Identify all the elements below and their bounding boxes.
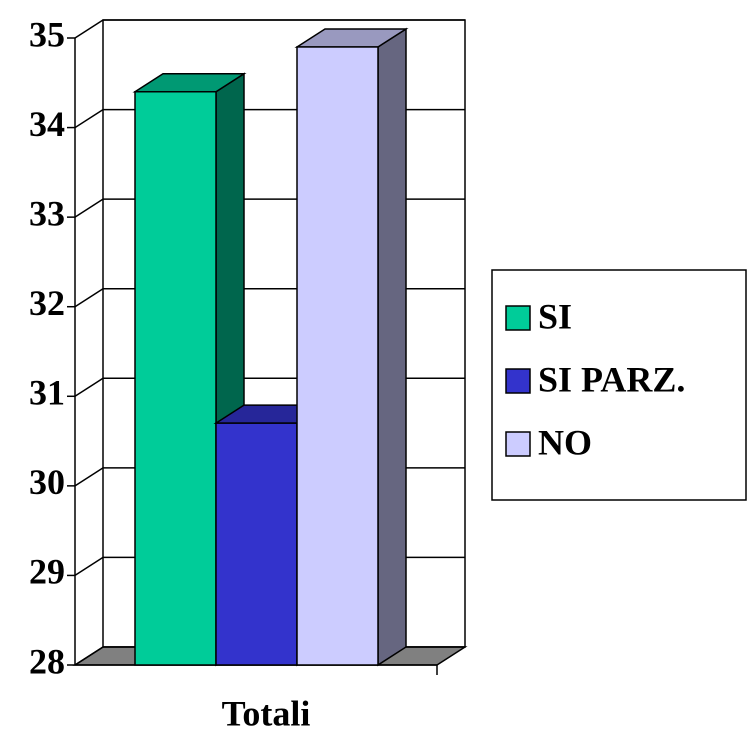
legend-label: NO [538,422,592,462]
y-tick-label: 35 [29,14,65,54]
y-tick-label: 28 [29,641,65,681]
grid-line-side [74,108,104,129]
grid-line-side [74,288,104,308]
grid-line-side [74,646,104,666]
y-tick-label: 31 [29,373,65,413]
legend-swatch [505,431,531,457]
x-tick-label: Totali [222,693,311,733]
legend-swatch [505,368,531,394]
bar [296,46,379,666]
legend-label: SI [538,296,572,336]
y-tick-label: 29 [29,552,65,592]
legend-box [491,269,747,501]
bar [215,422,298,666]
grid-line-side [74,556,104,577]
y-tick-label: 32 [29,283,65,323]
grid-line-side [74,19,104,39]
y-tick-label: 33 [29,193,65,233]
bar [134,90,217,666]
grid-line-side [74,198,104,218]
grid-line-side [74,377,104,397]
bar-side [377,27,407,667]
y-tick-label: 34 [29,104,65,144]
legend-label: SI PARZ. [538,359,685,399]
legend-swatch [505,305,531,331]
grid-line-side [74,467,104,487]
y-tick-label: 30 [29,462,65,502]
